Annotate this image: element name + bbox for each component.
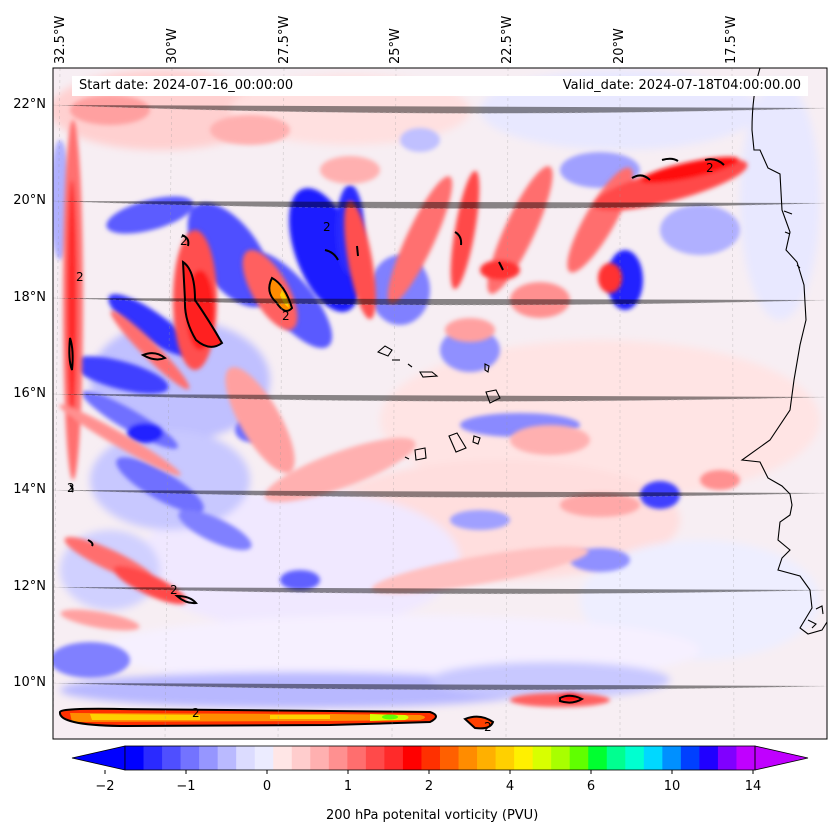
colorbar-swatch xyxy=(514,746,534,770)
colorbar-under-extend xyxy=(71,745,126,771)
colorbar-tick-label: −2 xyxy=(95,779,115,794)
lat-label: 18°N xyxy=(13,290,46,305)
colorbar-swatch xyxy=(125,746,145,770)
colorbar-swatch xyxy=(532,746,552,770)
lon-label: 20°W xyxy=(612,28,627,64)
contour-label: 2 xyxy=(282,309,290,323)
contour-label-group: 2 2 2 2 2 2 2 2 2 xyxy=(67,161,714,734)
colorbar-swatch xyxy=(291,746,311,770)
lat-label: 10°N xyxy=(13,675,46,690)
colorbar-swatch xyxy=(310,746,330,770)
contour-label: 2 xyxy=(706,161,714,175)
colorbar-swatch xyxy=(236,746,256,770)
colorbar-swatch xyxy=(217,746,237,770)
lon-label: 27.5°W xyxy=(277,15,292,64)
lon-label: 30°W xyxy=(165,28,180,64)
colorbar-swatch xyxy=(384,746,404,770)
colorbar-frame xyxy=(124,745,756,771)
colorbar-swatch xyxy=(273,746,293,770)
lon-label: 22.5°W xyxy=(500,15,515,64)
colorbar-swatch xyxy=(662,746,682,770)
colorbar-swatch xyxy=(458,746,478,770)
colorbar-tick-label: 4 xyxy=(505,779,515,794)
colorbar-title: 200 hPa potenital vorticity (PVU) xyxy=(326,808,539,823)
gridlines xyxy=(53,68,827,739)
pv-field: 2 2 2 2 2 2 2 2 2 xyxy=(53,68,827,739)
colorbar-swatch xyxy=(180,746,200,770)
lon-label: 32.5°W xyxy=(53,15,68,64)
contour-label: 2 xyxy=(180,234,188,248)
colorbar-tick-label: 0 xyxy=(262,779,272,794)
colorbar-swatch xyxy=(569,746,589,770)
lat-label: 14°N xyxy=(13,482,46,497)
colorbar-swatch xyxy=(551,746,571,770)
colorbar-swatch xyxy=(199,746,219,770)
colorbar-swatch xyxy=(162,746,182,770)
contour-label: 2 xyxy=(192,706,200,720)
colorbar-swatch xyxy=(699,746,719,770)
info-bar xyxy=(72,76,808,96)
contour-label: 2 xyxy=(484,720,492,734)
colorbar-tick-label: 10 xyxy=(663,779,681,794)
lon-label: 17.5°W xyxy=(724,15,739,64)
colorbar-swatch xyxy=(606,746,626,770)
coastline xyxy=(376,68,827,635)
colorbar-swatch xyxy=(625,746,645,770)
colorbar-swatch xyxy=(143,746,163,770)
contour-label: 2 xyxy=(76,270,84,284)
colorbar-over-extend xyxy=(754,745,809,771)
lat-label: 22°N xyxy=(13,97,46,112)
contour-label: 2 xyxy=(67,481,75,495)
colorbar-swatch xyxy=(477,746,497,770)
colorbar-tick-label: 14 xyxy=(744,779,762,794)
pv-2-contours xyxy=(59,157,725,730)
colorbar-tick-label: 6 xyxy=(586,779,596,794)
lon-label: 25°W xyxy=(388,28,403,64)
colorbar-tick-label: −1 xyxy=(176,779,196,794)
colorbar-swatch xyxy=(328,746,348,770)
colorbar-swatch xyxy=(365,746,385,770)
contour-label: 2 xyxy=(323,220,331,234)
colorbar-tick-label: 2 xyxy=(424,779,434,794)
map-frame xyxy=(52,67,828,740)
colorbar-swatch xyxy=(495,746,515,770)
colorbar-swatch xyxy=(440,746,460,770)
colorbar-swatch xyxy=(347,746,367,770)
colorbar xyxy=(71,745,809,774)
lat-label: 20°N xyxy=(13,193,46,208)
colorbar-swatch xyxy=(717,746,737,770)
lat-label: 12°N xyxy=(13,579,46,594)
lat-label: 16°N xyxy=(13,386,46,401)
contour-label: 2 xyxy=(170,583,178,597)
valid-date-label: Valid_date: 2024-07-18T04:00:00.00 xyxy=(562,78,801,93)
colorbar-swatch xyxy=(643,746,663,770)
colorbar-tick-label: 1 xyxy=(343,779,353,794)
colorbar-swatch xyxy=(736,746,756,770)
colorbar-swatch xyxy=(402,746,422,770)
colorbar-swatch xyxy=(680,746,700,770)
colorbar-swatch xyxy=(421,746,441,770)
colorbar-swatch xyxy=(254,746,274,770)
colorbar-swatch xyxy=(588,746,608,770)
start-date-label: Start date: 2024-07-16_00:00:00 xyxy=(79,78,294,93)
